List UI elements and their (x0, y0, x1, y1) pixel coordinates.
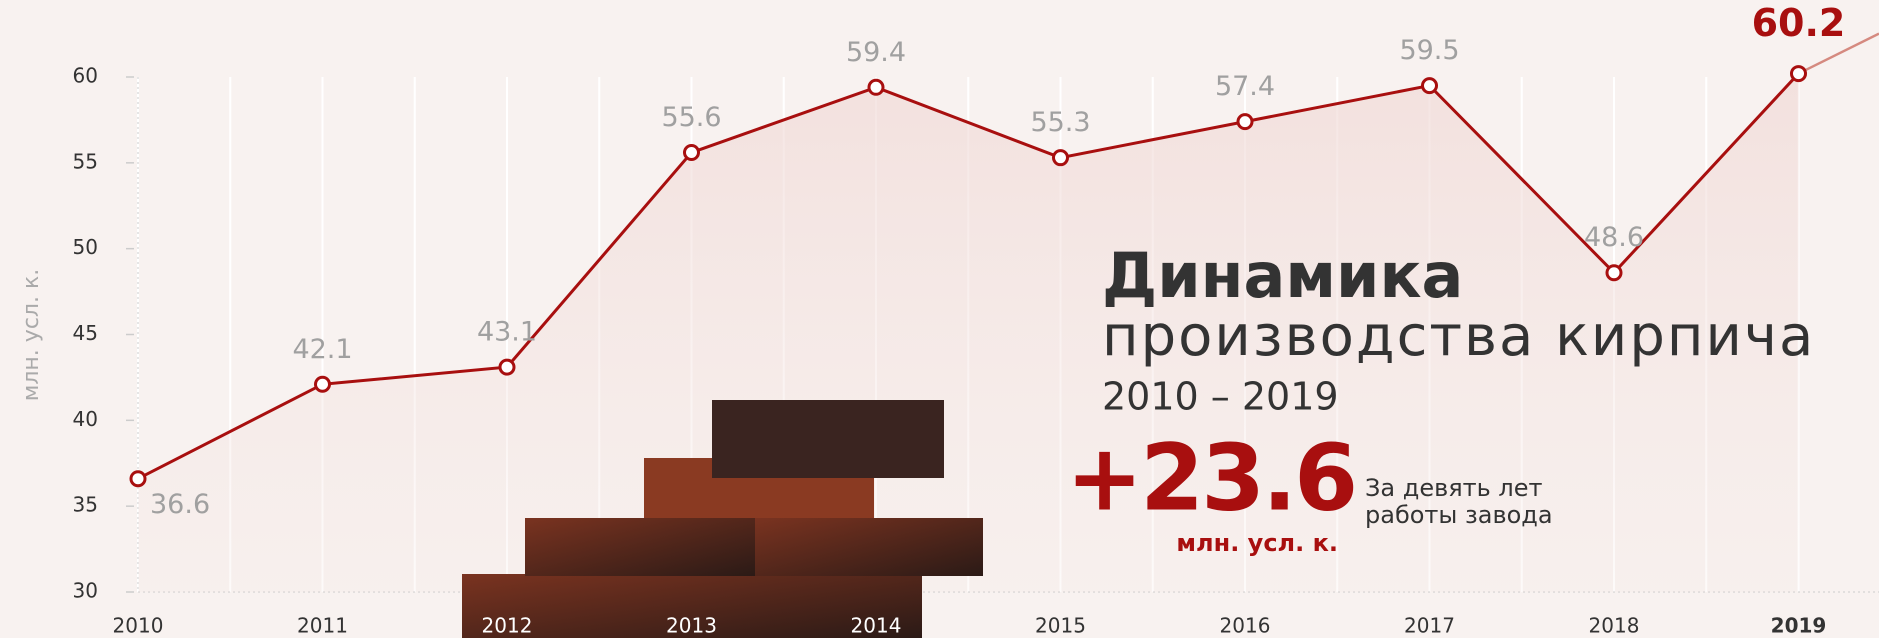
x-tick-label: 2015 (1035, 614, 1086, 638)
x-tick-label: 2013 (666, 614, 717, 638)
value-label: 55.6 (661, 102, 721, 133)
y-tick-label: 50 (73, 235, 98, 259)
area (138, 73, 1799, 593)
y-tick-label: 55 (73, 149, 98, 173)
brick (712, 400, 944, 478)
value-label: 42.1 (292, 334, 352, 365)
value-label: 57.4 (1215, 71, 1275, 102)
point (1790, 65, 1807, 83)
value-label: 55.3 (1030, 107, 1090, 138)
highlight-unit: млн. усл. к. (1176, 529, 1338, 557)
value-label: 48.6 (1584, 222, 1644, 253)
y-tick-label: 45 (73, 321, 98, 345)
x-tick-label: 2016 (1220, 614, 1271, 638)
x-tick-label: 2019 (1771, 614, 1827, 638)
highlight-note: работы завода (1365, 501, 1553, 529)
x-tick-label: 2017 (1404, 614, 1455, 638)
y-tick-label: 30 (73, 579, 98, 603)
y-tick-label: 60 (73, 64, 98, 88)
point (1605, 264, 1623, 282)
highlight-value: +23.6 (1066, 424, 1355, 531)
point (129, 470, 147, 488)
y-tick-label: 40 (73, 407, 98, 431)
x-tick-label: 2018 (1589, 614, 1640, 638)
value-label: 60.2 (1752, 1, 1846, 45)
period: 2010 – 2019 (1102, 375, 1339, 419)
subtitle: производства кирпича (1102, 304, 1815, 369)
y-axis-label: млн. усл. к. (19, 269, 44, 401)
value-label: 59.5 (1399, 35, 1459, 66)
bricks (462, 400, 983, 638)
line (137, 72, 1800, 481)
brick (525, 518, 755, 576)
value-label: 36.6 (150, 489, 210, 520)
x-tick-label: 2011 (297, 614, 348, 638)
highlight-note: За девять лет (1365, 474, 1543, 502)
trend-tail (1797, 32, 1879, 75)
point (1421, 77, 1438, 95)
brick (755, 518, 983, 576)
point (314, 375, 331, 393)
brick (462, 574, 922, 638)
title: Динамика (1102, 239, 1463, 312)
x-tick-label: 2014 (851, 614, 902, 638)
point (867, 78, 885, 96)
x-tick-label: 2012 (482, 614, 533, 638)
point (1052, 149, 1069, 167)
x-tick-label: 2010 (113, 614, 164, 638)
point (1236, 113, 1254, 131)
point (498, 358, 516, 376)
value-label: 59.4 (846, 37, 906, 68)
plot-area (126, 73, 1879, 593)
point (683, 144, 700, 162)
y-tick-label: 35 (73, 493, 98, 517)
value-label: 43.1 (477, 317, 537, 348)
